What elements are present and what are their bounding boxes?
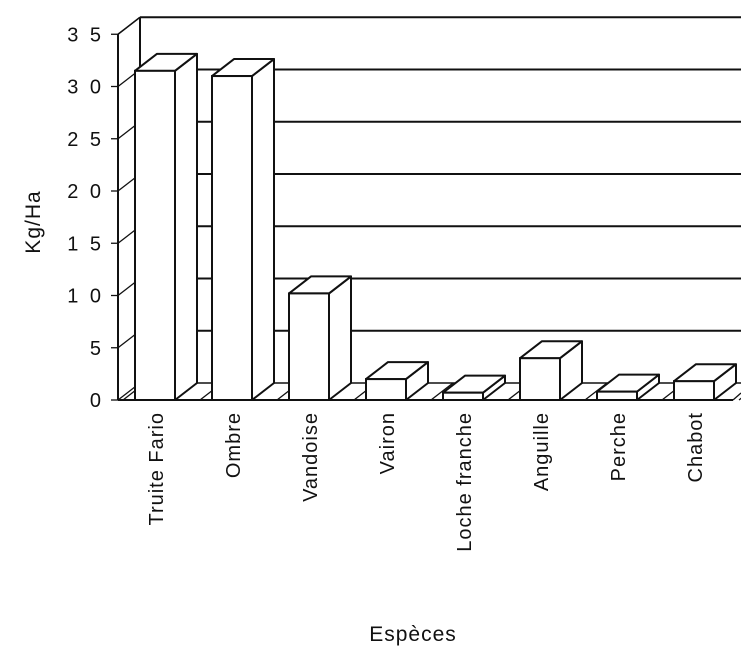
bar [673, 363, 737, 402]
bar-front [365, 378, 407, 402]
y-tick-label: 5 [90, 338, 104, 360]
x-tick-label: Perche [608, 412, 630, 481]
x-axis-end [732, 392, 741, 401]
bar [134, 52, 198, 401]
bar [211, 58, 275, 402]
bar-side [328, 275, 352, 401]
gridlines [111, 16, 741, 401]
bar-front [596, 390, 638, 402]
bar-front [288, 292, 330, 401]
bars [134, 52, 737, 402]
x-tick-label: Vandoise [300, 412, 322, 502]
bar [596, 373, 660, 402]
y-tick-label: 2 0 [67, 181, 104, 203]
y-axis-label: Kg/Ha [22, 190, 45, 253]
bar-front [519, 357, 561, 402]
bar [365, 361, 429, 402]
bar-side [251, 58, 275, 401]
x-tick-label: Vairon [377, 412, 399, 474]
bar-front [211, 75, 253, 402]
x-tick-labels: Truite Fario Ombre Vandoise Vairon Loche fra… [146, 412, 707, 552]
y-tick-label: 3 5 [67, 24, 104, 46]
x-axis-label: Espèces [369, 623, 457, 646]
bar-front [442, 391, 484, 401]
bar [519, 340, 583, 402]
bar-side [174, 52, 198, 401]
bar [442, 374, 506, 401]
y-tick-label: 2 5 [67, 129, 104, 151]
y-axis-top-cap [117, 16, 141, 35]
floor-divider [430, 382, 454, 401]
y-tick-label: 1 5 [67, 233, 104, 255]
x-tick-label: Loche franche [454, 412, 476, 552]
bar-front [134, 69, 176, 401]
y-tick-label: 0 [90, 390, 104, 412]
x-tick-label: Truite Fario [146, 412, 168, 526]
x-tick-label: Anguille [531, 412, 553, 491]
y-tick-label: 1 0 [67, 286, 104, 308]
bar-front [673, 380, 715, 402]
x-tick-label: Ombre [223, 412, 245, 478]
x-tick-label: Chabot [685, 412, 707, 483]
y-tick-label: 3 0 [67, 77, 104, 99]
y-tick-labels: 0 5 1 0 1 5 2 0 2 5 3 0 3 5 [67, 24, 104, 412]
bar [288, 275, 352, 401]
